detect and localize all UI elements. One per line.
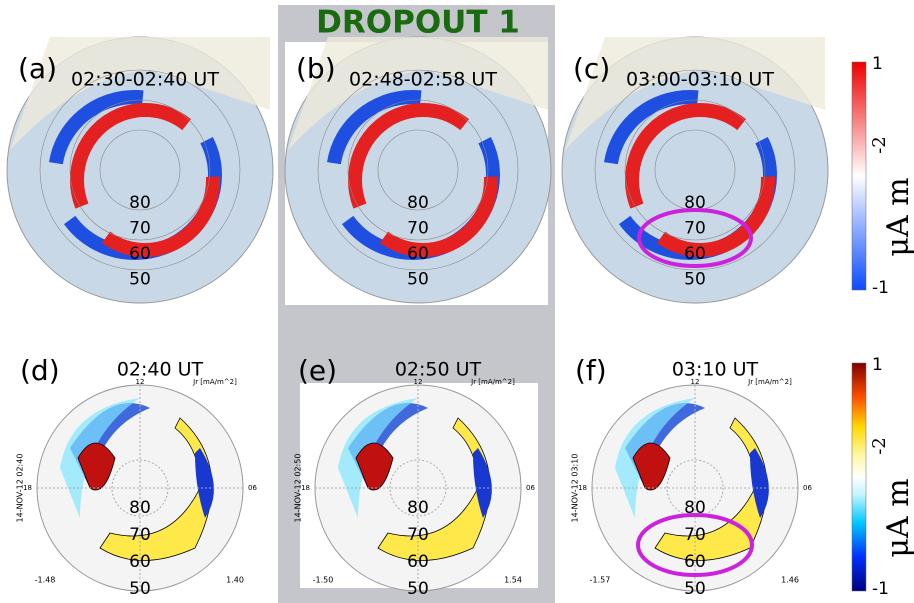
- latitude-label: 50: [129, 270, 151, 290]
- latitude-label: 70: [129, 525, 151, 545]
- dawn-label: 06: [248, 484, 257, 492]
- latitude-label: 50: [684, 270, 706, 290]
- panel-label: (c): [573, 52, 610, 85]
- panel-label: (d): [20, 354, 60, 387]
- time-label: 02:40 UT: [117, 359, 204, 381]
- units-label: Jr [mA/m^2]: [747, 378, 792, 386]
- dawn-label: 06: [803, 484, 812, 492]
- latitude-label: 80: [407, 193, 429, 213]
- figure: DROPOUT 1 (a) 02:30-02:40 UT 80 70 60 50 (b) 02…: [0, 0, 914, 603]
- max-label: 1.46: [781, 576, 799, 585]
- latitude-label: 80: [407, 498, 429, 518]
- date-label: 14-NOV-12 03:10: [571, 454, 580, 523]
- min-label: -1.57: [590, 576, 611, 585]
- latitude-label: 50: [407, 579, 429, 599]
- latitude-label: 50: [684, 579, 706, 599]
- latitude-label: 70: [684, 219, 706, 239]
- colorbar: [852, 363, 866, 591]
- latitude-label: 80: [129, 193, 151, 213]
- latitude-label: 60: [129, 552, 151, 572]
- min-label: -1.50: [313, 576, 334, 585]
- max-label: 1.40: [226, 576, 244, 585]
- panel-label: (f): [575, 354, 607, 387]
- latitude-label: 60: [684, 244, 706, 264]
- time-label: 02:50 UT: [395, 359, 482, 381]
- title: DROPOUT 1: [316, 5, 520, 41]
- time-label: 03:00-03:10 UT: [626, 69, 774, 91]
- time-label: 02:48-02:58 UT: [349, 69, 497, 91]
- latitude-label: 60: [407, 244, 429, 264]
- latitude-label: 70: [407, 219, 429, 239]
- max-label: 1.54: [504, 576, 522, 585]
- dawn-label: 06: [526, 484, 535, 492]
- latitude-label: 80: [129, 498, 151, 518]
- date-label: 14-NOV-12 02:40: [16, 454, 25, 523]
- colorbar-min: -1: [872, 579, 889, 599]
- colorbar-max: 1: [872, 355, 883, 375]
- latitude-label: 50: [129, 579, 151, 599]
- date-label: 14-NOV-12 02:50: [294, 454, 303, 523]
- panel-label: (b): [296, 52, 336, 85]
- latitude-label: 70: [407, 525, 429, 545]
- latitude-label: 70: [129, 219, 151, 239]
- colorbar-min: -1: [872, 278, 889, 298]
- panel-label: (a): [18, 52, 57, 85]
- units-label: Jr [mA/m^2]: [192, 378, 237, 386]
- colorbar-exponent: -2: [869, 437, 890, 455]
- colorbar: [852, 62, 866, 290]
- noon-label: 12: [691, 378, 700, 386]
- min-label: -1.48: [35, 576, 56, 585]
- colorbar-max: 1: [872, 54, 883, 74]
- colorbar-exponent: -2: [869, 136, 890, 154]
- latitude-label: 50: [407, 270, 429, 290]
- colorbar-unit: μA m: [881, 478, 914, 557]
- latitude-label: 60: [407, 552, 429, 572]
- latitude-label: 70: [684, 525, 706, 545]
- panel-label: (e): [298, 354, 337, 387]
- time-label: 02:30-02:40 UT: [71, 69, 219, 91]
- latitude-label: 60: [129, 244, 151, 264]
- noon-label: 12: [136, 378, 145, 386]
- latitude-label: 60: [684, 552, 706, 572]
- noon-label: 12: [414, 378, 423, 386]
- colorbar-unit: μA m: [881, 177, 914, 256]
- time-label: 03:10 UT: [672, 359, 759, 381]
- units-label: Jr [mA/m^2]: [470, 378, 515, 386]
